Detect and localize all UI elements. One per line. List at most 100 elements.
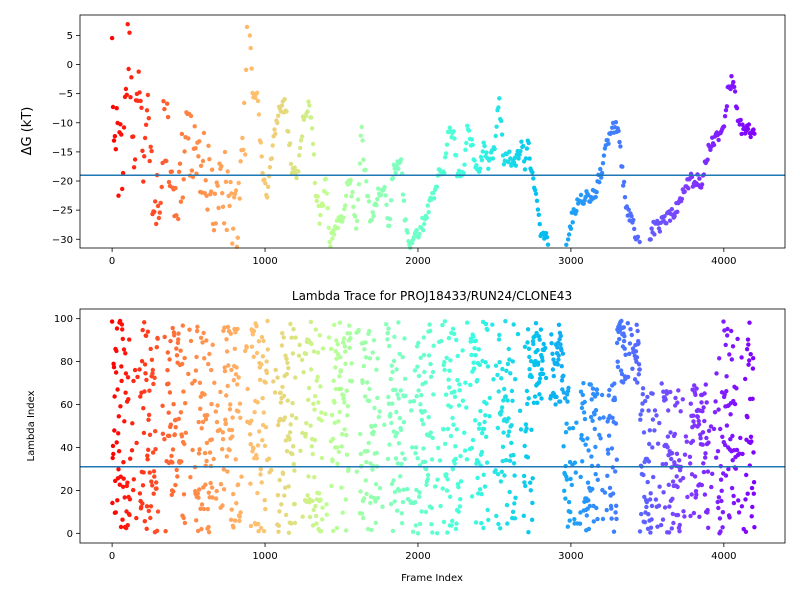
data-point bbox=[615, 359, 620, 364]
data-point bbox=[452, 136, 457, 141]
data-point bbox=[601, 415, 606, 420]
data-point bbox=[613, 510, 618, 515]
data-point bbox=[640, 392, 645, 397]
data-point bbox=[708, 424, 714, 429]
data-point bbox=[510, 509, 516, 514]
data-point bbox=[282, 493, 287, 498]
data-point bbox=[290, 400, 295, 406]
data-point bbox=[288, 161, 294, 167]
data-point bbox=[277, 509, 282, 514]
data-point bbox=[447, 368, 452, 373]
data-point bbox=[309, 444, 314, 449]
data-point bbox=[614, 503, 619, 508]
data-point bbox=[574, 208, 579, 214]
data-point bbox=[581, 410, 587, 415]
data-point bbox=[151, 491, 156, 496]
data-point bbox=[751, 127, 756, 132]
data-point bbox=[653, 497, 659, 502]
y-tick-label: −20 bbox=[52, 177, 73, 188]
data-point bbox=[276, 113, 281, 118]
data-point bbox=[146, 508, 151, 514]
data-point bbox=[748, 352, 753, 357]
data-point bbox=[141, 430, 147, 436]
data-point bbox=[419, 417, 425, 423]
data-point bbox=[469, 137, 474, 142]
data-point bbox=[165, 101, 170, 106]
data-point bbox=[747, 320, 752, 325]
data-point bbox=[493, 468, 498, 473]
data-point bbox=[215, 403, 220, 408]
data-point bbox=[169, 169, 174, 174]
data-point bbox=[662, 214, 667, 219]
data-point bbox=[384, 322, 389, 327]
data-point bbox=[256, 529, 261, 534]
data-point bbox=[310, 523, 316, 528]
data-point bbox=[709, 484, 714, 490]
data-point bbox=[317, 491, 322, 496]
data-point bbox=[233, 330, 238, 335]
data-point bbox=[479, 449, 485, 455]
data-point bbox=[443, 392, 449, 397]
data-point bbox=[419, 509, 424, 514]
data-point bbox=[376, 186, 381, 191]
data-point bbox=[286, 365, 291, 371]
data-point bbox=[676, 388, 681, 393]
data-point bbox=[447, 125, 452, 130]
data-point bbox=[389, 420, 394, 426]
data-point bbox=[500, 458, 505, 464]
data-point bbox=[621, 338, 627, 344]
data-point bbox=[216, 205, 221, 211]
data-point bbox=[693, 489, 699, 494]
data-point bbox=[648, 237, 653, 242]
data-point bbox=[621, 179, 627, 185]
data-point bbox=[224, 227, 229, 233]
data-point bbox=[565, 392, 570, 397]
data-point bbox=[629, 213, 634, 219]
data-point bbox=[743, 376, 748, 382]
data-point bbox=[702, 391, 707, 396]
data-point bbox=[194, 328, 200, 334]
data-point bbox=[223, 179, 229, 184]
data-point bbox=[682, 452, 688, 457]
data-point bbox=[372, 495, 377, 501]
data-point bbox=[141, 179, 146, 184]
data-point bbox=[494, 513, 499, 519]
data-point bbox=[171, 489, 176, 494]
data-point bbox=[537, 376, 543, 381]
data-point bbox=[330, 436, 336, 442]
data-point bbox=[289, 413, 295, 418]
data-point bbox=[335, 445, 340, 450]
data-point bbox=[135, 374, 140, 380]
data-point bbox=[211, 456, 216, 462]
data-point bbox=[230, 434, 235, 439]
data-point bbox=[324, 512, 329, 517]
data-point bbox=[120, 170, 126, 176]
data-point bbox=[496, 337, 502, 342]
data-point bbox=[349, 379, 355, 384]
data-point bbox=[399, 461, 404, 467]
data-point bbox=[588, 414, 594, 420]
data-point bbox=[301, 370, 306, 375]
data-point bbox=[261, 410, 266, 415]
lambda-ylabel: Lambda Index bbox=[26, 390, 37, 461]
data-point bbox=[677, 458, 682, 463]
data-point bbox=[483, 413, 488, 418]
data-point bbox=[282, 97, 287, 102]
data-point bbox=[432, 196, 437, 201]
data-point bbox=[369, 424, 374, 429]
data-point bbox=[187, 327, 192, 332]
data-point bbox=[497, 332, 502, 338]
data-point bbox=[341, 392, 346, 398]
data-point bbox=[292, 520, 298, 526]
data-point bbox=[588, 382, 593, 387]
data-point bbox=[342, 344, 348, 349]
data-point bbox=[250, 332, 255, 337]
data-point bbox=[441, 519, 447, 525]
data-point bbox=[114, 440, 119, 445]
data-point bbox=[157, 210, 162, 215]
data-point bbox=[188, 338, 194, 344]
data-point bbox=[558, 333, 563, 339]
delta-g-frame bbox=[79, 14, 786, 249]
data-point bbox=[593, 408, 599, 413]
data-point bbox=[386, 326, 391, 331]
